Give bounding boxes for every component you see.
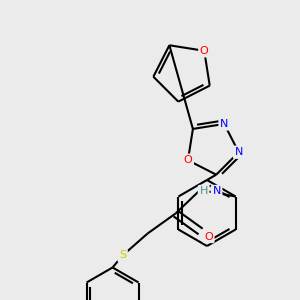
Text: O: O (204, 232, 213, 242)
Text: O: O (184, 155, 192, 165)
Text: S: S (119, 250, 126, 260)
Text: N: N (220, 119, 228, 129)
Text: O: O (200, 46, 208, 56)
Text: H: H (200, 187, 208, 196)
Text: N: N (235, 147, 243, 157)
Text: N: N (212, 187, 221, 196)
